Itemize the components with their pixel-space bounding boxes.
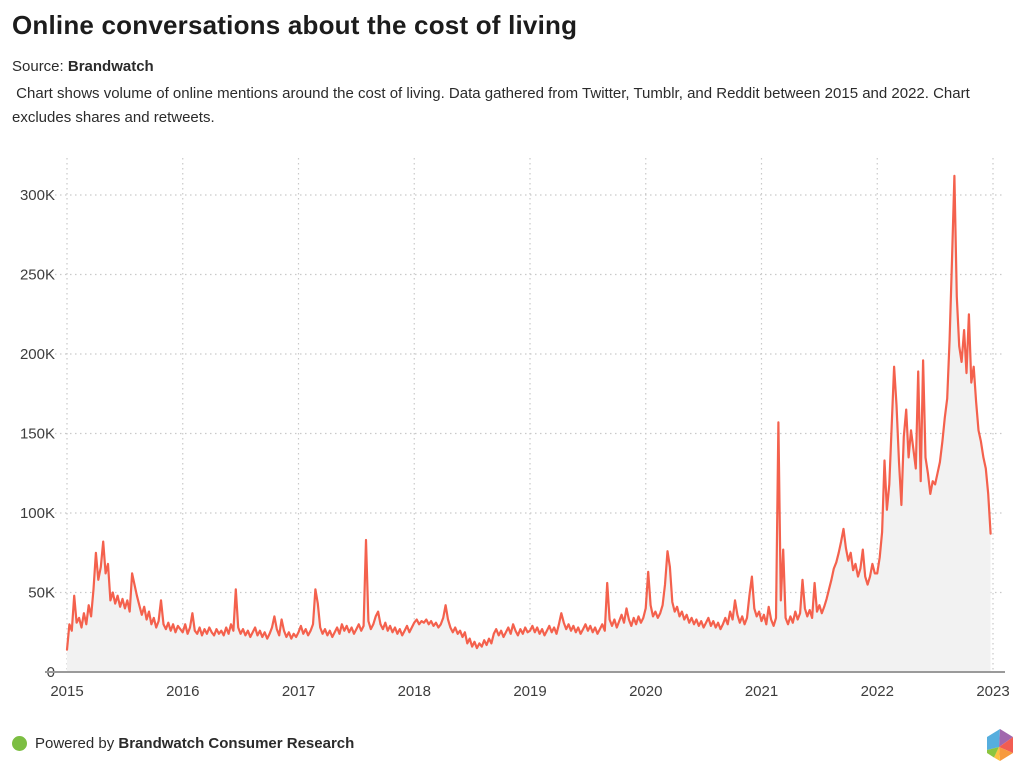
- y-tick-label: 50K: [28, 585, 55, 602]
- source-name: Brandwatch: [67, 58, 154, 75]
- x-tick-label: 2016: [166, 683, 199, 700]
- y-tick-label: 250K: [20, 267, 55, 284]
- y-tick-label: 100K: [20, 505, 55, 522]
- footer-brand-name: Brandwatch Consumer Research: [118, 735, 355, 752]
- x-tick-label: 2020: [629, 683, 662, 700]
- powered-by-label: Powered by: [35, 735, 115, 752]
- x-tick-label: 2019: [513, 683, 546, 700]
- cost-of-living-area-chart: 050K100K150K200K250K300K2015201620172018…: [20, 158, 1010, 700]
- x-tick-label: 2015: [50, 683, 83, 700]
- chart-description: Chart shows volume of online mentions ar…: [12, 85, 974, 126]
- page-title: Online conversations about the cost of l…: [12, 10, 578, 40]
- x-tick-label: 2018: [398, 683, 431, 700]
- source-line: Source: Brandwatch: [12, 58, 154, 75]
- powered-by-footer: Powered by Brandwatch Consumer Research: [12, 735, 354, 752]
- brandwatch-hexagon-logo-icon: [987, 729, 1013, 761]
- x-tick-label: 2017: [282, 683, 315, 700]
- series-area-fill: [67, 175, 991, 672]
- y-tick-label: 200K: [20, 346, 55, 363]
- y-tick-label: 300K: [20, 187, 55, 204]
- series-line: [65, 174, 992, 651]
- x-tick-label: 2022: [861, 683, 894, 700]
- x-tick-label: 2023: [976, 683, 1009, 700]
- source-label: Source:: [12, 58, 64, 75]
- x-tick-label: 2021: [745, 683, 778, 700]
- y-tick-label: 150K: [20, 426, 55, 443]
- green-dot-icon: [12, 736, 27, 751]
